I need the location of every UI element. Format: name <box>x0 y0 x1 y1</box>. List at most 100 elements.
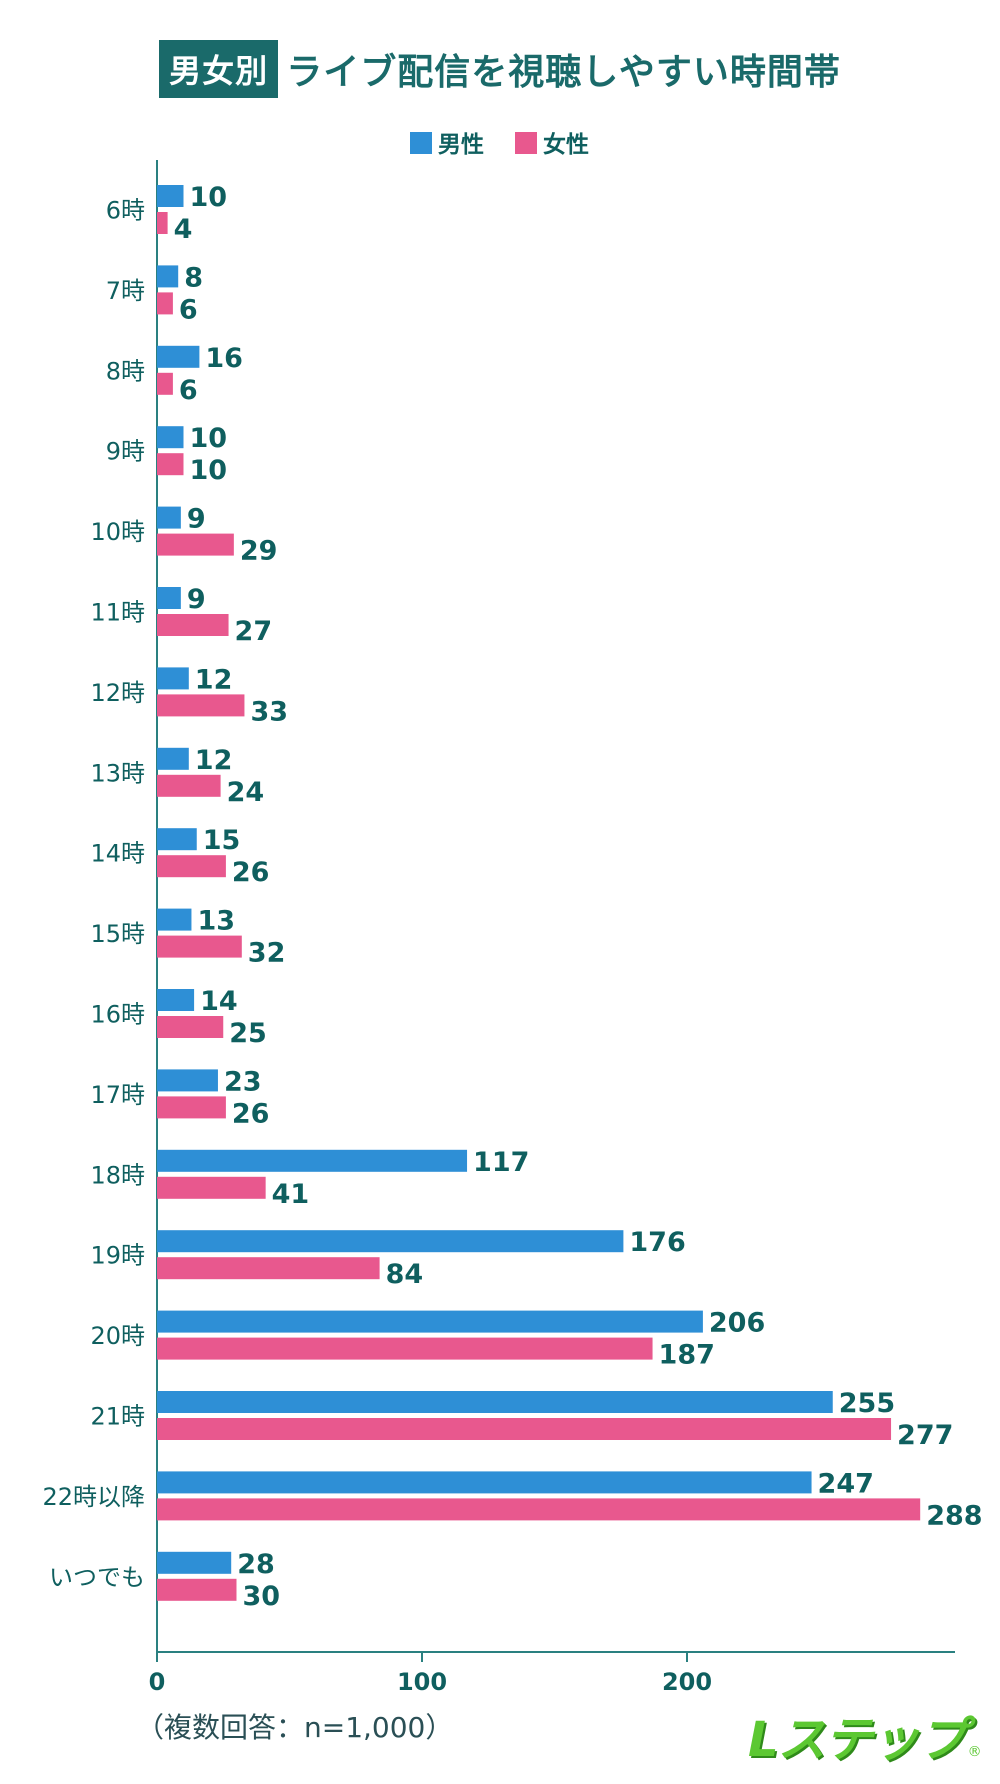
data-label-male: 255 <box>839 1388 895 1419</box>
data-label-female: 26 <box>232 1098 270 1129</box>
bar-female <box>157 1096 226 1119</box>
data-label-male: 9 <box>187 504 206 535</box>
data-label-female: 25 <box>229 1018 267 1049</box>
bar-female <box>157 1257 380 1280</box>
data-label-male: 10 <box>190 423 228 454</box>
data-label-female: 33 <box>250 696 288 727</box>
category-label: 14時 <box>90 840 145 868</box>
data-label-male: 12 <box>195 745 233 776</box>
bar-male <box>157 1391 833 1413</box>
data-label-male: 15 <box>203 825 241 856</box>
lstep-logo: Lステップ ® <box>748 1700 982 1770</box>
bar-female <box>157 1578 237 1601</box>
category-label: 21時 <box>90 1403 145 1431</box>
category-label: 10時 <box>90 518 145 546</box>
data-label-male: 10 <box>190 182 228 213</box>
bar-male <box>157 1230 624 1253</box>
x-tick-label: 0 <box>149 1668 166 1696</box>
bar-male <box>157 345 200 368</box>
data-label-female: 24 <box>227 777 265 808</box>
data-label-female: 4 <box>174 214 193 245</box>
data-label-female: 41 <box>272 1179 310 1210</box>
data-label-female: 277 <box>897 1420 953 1451</box>
legend-swatch-male <box>410 132 432 154</box>
legend-label-male: 男性 <box>438 132 484 158</box>
bar-male <box>157 587 181 609</box>
x-tick-label: 100 <box>397 1668 447 1696</box>
bar-female <box>157 533 234 556</box>
bar-female <box>157 614 229 636</box>
bar-female <box>157 292 173 315</box>
bar-female <box>157 935 242 958</box>
bar-male <box>157 667 189 690</box>
legend-swatch-female <box>515 132 537 154</box>
data-label-female: 187 <box>659 1340 715 1371</box>
bar-female <box>157 1337 653 1360</box>
bar-male <box>157 1069 218 1092</box>
bar-male <box>157 908 192 931</box>
chart-title: 男女別 ライブ配信を視聴しやすい時間帯 <box>0 40 1000 98</box>
data-label-female: 32 <box>248 938 286 969</box>
title-badge: 男女別 <box>159 40 279 98</box>
bar-female <box>157 694 245 717</box>
data-label-male: 8 <box>184 262 203 293</box>
data-label-male: 23 <box>224 1066 262 1097</box>
bar-female <box>157 1418 892 1440</box>
category-label: 13時 <box>90 759 145 787</box>
category-label: 15時 <box>90 920 145 948</box>
data-label-female: 26 <box>232 857 270 888</box>
bar-female <box>157 372 173 395</box>
data-label-female: 84 <box>386 1259 424 1290</box>
bar-male <box>157 506 181 529</box>
data-label-male: 13 <box>197 906 235 937</box>
data-label-female: 29 <box>240 536 278 567</box>
logo-text: Lステップ <box>748 1712 967 1768</box>
category-label: 22時以降 <box>42 1483 145 1511</box>
category-label: 11時 <box>90 599 145 627</box>
category-label: 9時 <box>106 438 145 466</box>
bar-male <box>157 1310 703 1333</box>
legend-label-female: 女性 <box>543 131 589 158</box>
data-label-male: 176 <box>629 1227 685 1258</box>
category-label: 12時 <box>90 679 145 707</box>
data-label-male: 12 <box>195 664 233 695</box>
category-label: 20時 <box>90 1322 145 1350</box>
data-label-female: 27 <box>235 616 273 647</box>
x-tick-label: 200 <box>662 1668 712 1696</box>
bar-female <box>157 1016 224 1038</box>
data-label-male: 16 <box>205 343 243 374</box>
category-label: 8時 <box>106 357 145 385</box>
bar-male <box>157 989 195 1011</box>
bar-female <box>157 1498 921 1521</box>
bar-female <box>157 774 221 797</box>
bar-male <box>157 747 189 770</box>
category-label: いつでも <box>49 1563 145 1591</box>
category-label: 6時 <box>106 197 145 225</box>
bar-female <box>157 212 168 234</box>
bar-female <box>157 453 184 476</box>
category-label: 17時 <box>90 1081 145 1109</box>
category-label: 19時 <box>90 1242 145 1270</box>
data-label-male: 206 <box>709 1308 765 1339</box>
bar-male <box>157 1149 468 1172</box>
data-label-female: 288 <box>926 1500 982 1531</box>
title-text: ライブ配信を視聴しやすい時間帯 <box>286 52 841 93</box>
data-label-male: 247 <box>818 1468 874 1499</box>
bar-female <box>157 1176 266 1199</box>
data-label-female: 6 <box>179 294 198 325</box>
bar-male <box>157 1551 232 1574</box>
data-label-male: 28 <box>237 1549 275 1580</box>
bar-male <box>157 828 197 851</box>
bar-male <box>157 1471 812 1494</box>
category-label: 7時 <box>106 277 145 305</box>
data-label-female: 6 <box>179 375 198 406</box>
data-label-female: 10 <box>190 455 228 486</box>
bar-male <box>157 265 179 288</box>
data-label-female: 30 <box>243 1581 281 1612</box>
data-label-male: 9 <box>187 584 206 615</box>
data-label-male: 117 <box>473 1147 529 1178</box>
bar-male <box>157 426 184 449</box>
category-label: 18時 <box>90 1161 145 1189</box>
registered-mark: ® <box>967 1744 982 1760</box>
